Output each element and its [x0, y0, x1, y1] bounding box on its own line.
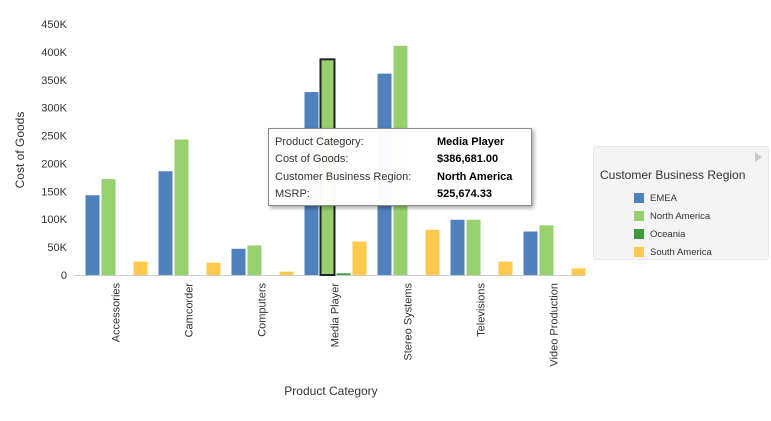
tooltip-key: Cost of Goods: — [275, 153, 349, 166]
y-tick-label: 50K — [47, 242, 67, 254]
legend-item-label: North America — [650, 210, 711, 222]
legend-swatch — [634, 211, 644, 221]
tooltip-value: 525,674.33 — [437, 188, 493, 201]
bar[interactable] — [336, 273, 351, 275]
legend-item-label: South America — [650, 246, 712, 258]
bar[interactable] — [206, 262, 221, 275]
legend-item-oceania[interactable]: Oceania — [634, 225, 712, 243]
legend-item-south-america[interactable]: South America — [634, 243, 712, 261]
y-axis-title: Cost of Goods — [13, 112, 27, 189]
tooltip-row: Product Category: Media Player — [275, 133, 525, 151]
x-tick-label: Camcorder — [184, 283, 196, 338]
x-axis-title: Product Category — [284, 384, 377, 398]
x-tick-label: Computers — [257, 283, 269, 337]
x-tick-label: Media Player — [330, 283, 342, 348]
tooltip-value: North America — [437, 170, 513, 183]
bar[interactable] — [571, 268, 586, 275]
tooltip-key: Customer Business Region: — [275, 170, 412, 183]
bar[interactable] — [247, 245, 262, 275]
legend-items: EMEA North America Oceania South America — [634, 189, 712, 261]
legend-scroll-arrow-icon[interactable] — [755, 152, 762, 162]
tooltip-value: $386,681.00 — [437, 153, 499, 166]
tooltip-row: Customer Business Region: North America — [275, 168, 525, 186]
y-tick-label: 150K — [41, 186, 67, 198]
legend-swatch — [634, 193, 644, 203]
legend-swatch — [634, 229, 644, 239]
legend-title: Customer Business Region — [600, 168, 746, 182]
bar[interactable] — [101, 179, 116, 275]
tooltip-key: MSRP: — [275, 188, 310, 201]
bar[interactable] — [498, 261, 513, 275]
y-tick-label: 0 — [61, 270, 67, 282]
bar[interactable] — [85, 195, 100, 275]
tooltip-row: MSRP: 525,674.33 — [275, 186, 525, 204]
bar[interactable] — [523, 231, 538, 275]
y-tick-label: 250K — [41, 131, 67, 143]
bar[interactable] — [231, 248, 246, 275]
tooltip-row: Cost of Goods: $386,681.00 — [275, 151, 525, 169]
bar-tooltip: Product Category: Media Player Cost of G… — [268, 128, 532, 206]
tooltip-key: Product Category: — [275, 135, 364, 148]
y-tick-label: 350K — [41, 75, 67, 87]
y-tick-label: 400K — [41, 47, 67, 59]
bar[interactable] — [133, 261, 148, 275]
y-tick-label: 300K — [41, 103, 67, 115]
tooltip-value: Media Player — [437, 135, 505, 148]
bar[interactable] — [279, 271, 294, 275]
y-tick-label: 200K — [41, 158, 67, 170]
bar[interactable] — [539, 225, 554, 275]
bar[interactable] — [425, 229, 440, 275]
bar[interactable] — [352, 241, 367, 275]
legend-item-label: EMEA — [650, 192, 677, 204]
x-tick-label: Televisions — [476, 283, 488, 337]
bar[interactable] — [466, 219, 481, 275]
x-tick-label: Accessories — [111, 283, 123, 343]
bar[interactable] — [158, 171, 173, 275]
bar[interactable] — [174, 139, 189, 275]
legend-swatch — [634, 247, 644, 257]
y-tick-label: 450K — [41, 19, 67, 31]
x-tick-label: Video Production — [549, 283, 561, 367]
x-tick-label: Stereo Systems — [403, 283, 415, 361]
legend-item-emea[interactable]: EMEA — [634, 189, 712, 207]
bar[interactable] — [450, 219, 465, 275]
legend: Customer Business Region EMEA North Amer… — [593, 146, 769, 260]
legend-item-label: Oceania — [650, 228, 686, 240]
legend-item-north-america[interactable]: North America — [634, 207, 712, 225]
y-tick-label: 100K — [41, 214, 67, 226]
